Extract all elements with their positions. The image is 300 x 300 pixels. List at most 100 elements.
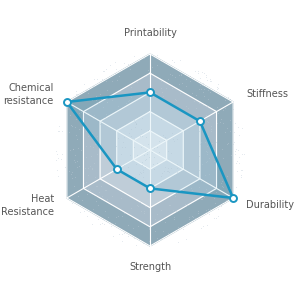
Point <box>126 223 131 228</box>
Point <box>88 188 93 193</box>
Point <box>63 165 68 170</box>
Point <box>98 96 103 101</box>
Point <box>228 194 233 199</box>
Point <box>107 62 112 67</box>
Point <box>221 107 226 112</box>
Point <box>74 92 79 96</box>
Point <box>131 54 136 59</box>
Point <box>70 201 74 206</box>
Point <box>129 134 134 139</box>
Point <box>203 115 208 119</box>
Point <box>95 184 100 189</box>
Point <box>136 203 141 208</box>
Point <box>138 144 143 149</box>
Point <box>208 78 213 83</box>
Point <box>197 82 202 87</box>
Point <box>101 105 106 110</box>
Point <box>133 161 138 166</box>
Point <box>170 131 175 136</box>
Point <box>108 123 113 128</box>
Point <box>102 208 107 213</box>
Point <box>173 208 178 213</box>
Point <box>113 143 118 148</box>
Point <box>235 169 240 173</box>
Point <box>168 71 173 76</box>
Point <box>95 96 100 101</box>
Point <box>108 128 113 132</box>
Point <box>203 139 208 144</box>
Point <box>68 112 73 117</box>
Point <box>136 59 141 64</box>
Point <box>197 129 202 134</box>
Point <box>81 82 86 86</box>
Point <box>219 147 224 152</box>
Point <box>194 93 199 98</box>
Point <box>197 141 202 146</box>
Point <box>238 168 243 172</box>
Point <box>167 169 172 174</box>
Point <box>147 141 152 146</box>
Point <box>94 193 98 198</box>
Point <box>96 101 100 106</box>
Point <box>236 125 240 130</box>
Point <box>221 199 226 204</box>
Point <box>164 107 168 112</box>
Point <box>204 148 208 153</box>
Point <box>98 222 102 227</box>
Point <box>103 112 108 117</box>
Point <box>199 179 203 184</box>
Point <box>155 161 160 166</box>
Point <box>231 107 236 112</box>
Point <box>196 156 201 161</box>
Point <box>139 159 144 164</box>
Point <box>238 172 243 177</box>
Point <box>79 147 83 152</box>
Point <box>157 150 161 154</box>
Point <box>154 91 159 95</box>
Point <box>172 59 177 64</box>
Point <box>152 146 156 151</box>
Point <box>220 184 225 189</box>
Point <box>83 155 88 160</box>
Point <box>82 181 87 185</box>
Point <box>89 154 94 159</box>
Point <box>86 85 91 90</box>
Point <box>232 148 237 153</box>
Point <box>205 222 209 227</box>
Point <box>177 73 182 77</box>
Point <box>65 101 70 106</box>
Point <box>184 83 189 88</box>
Point <box>179 112 184 117</box>
Point <box>58 156 63 161</box>
Point <box>164 179 169 184</box>
Point <box>82 165 87 170</box>
Point <box>142 152 146 157</box>
Point <box>72 160 77 165</box>
Point <box>204 210 209 215</box>
Point <box>102 188 107 192</box>
Point <box>193 170 198 175</box>
Point <box>227 97 232 102</box>
Point <box>140 175 145 179</box>
Point <box>199 197 203 202</box>
Point <box>94 199 99 203</box>
Point <box>140 163 145 168</box>
Point <box>161 169 166 173</box>
Point <box>126 99 131 104</box>
Point <box>76 146 81 151</box>
Point <box>92 77 96 82</box>
Point <box>198 121 203 126</box>
Point <box>79 110 84 115</box>
Point <box>121 163 126 168</box>
Point <box>126 233 130 238</box>
Point <box>91 116 95 121</box>
Point <box>175 182 179 186</box>
Point <box>89 135 94 140</box>
Point <box>241 151 246 156</box>
Point <box>112 140 117 145</box>
Point <box>158 116 163 121</box>
Point <box>204 150 209 154</box>
Point <box>202 71 206 76</box>
Point <box>74 88 79 93</box>
Point <box>126 111 131 116</box>
